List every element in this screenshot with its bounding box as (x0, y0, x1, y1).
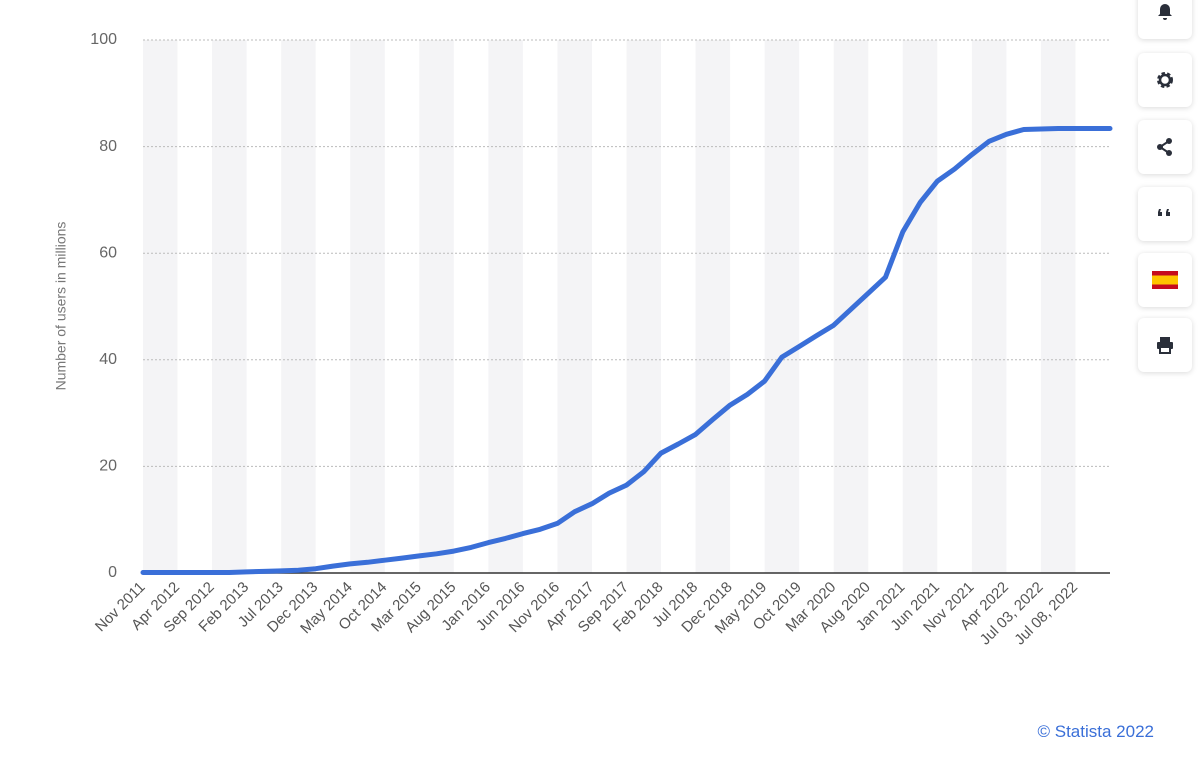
share-button[interactable] (1138, 120, 1192, 174)
y-tick-label: 80 (99, 138, 117, 155)
y-tick-label: 100 (90, 31, 117, 48)
bell-icon (1158, 4, 1172, 20)
band (419, 40, 454, 573)
y-tick-label: 40 (99, 351, 117, 368)
quote-icon (1158, 209, 1170, 216)
print-button[interactable] (1138, 318, 1192, 372)
bands (143, 40, 1076, 573)
share-icon (1157, 138, 1172, 156)
band (764, 40, 800, 573)
y-tick-label: 20 (99, 458, 117, 475)
y-tick-label: 0 (108, 564, 117, 581)
settings-button[interactable] (1138, 53, 1192, 107)
band (626, 40, 662, 573)
band (971, 40, 1007, 573)
band (281, 40, 316, 573)
credit[interactable]: © Statista 2022 (1037, 722, 1155, 741)
flag-icon (1152, 271, 1178, 289)
band (695, 40, 731, 573)
language-button[interactable] (1138, 253, 1192, 307)
data-line (140, 126, 1113, 575)
gear-icon (1157, 72, 1173, 88)
print-icon (1157, 337, 1173, 354)
band (212, 40, 247, 573)
band (1040, 40, 1076, 573)
band (488, 40, 523, 573)
band (143, 40, 178, 573)
y-tick-label: 60 (99, 244, 117, 261)
band (902, 40, 938, 573)
chart: Number of users in millions 0 20 40 60 80 100… (53, 31, 1113, 648)
y-axis-label: Number of users in millions (53, 222, 69, 391)
cite-button[interactable] (1138, 187, 1192, 241)
band (557, 40, 592, 573)
band (350, 40, 385, 573)
notification-button[interactable] (1138, 0, 1192, 39)
